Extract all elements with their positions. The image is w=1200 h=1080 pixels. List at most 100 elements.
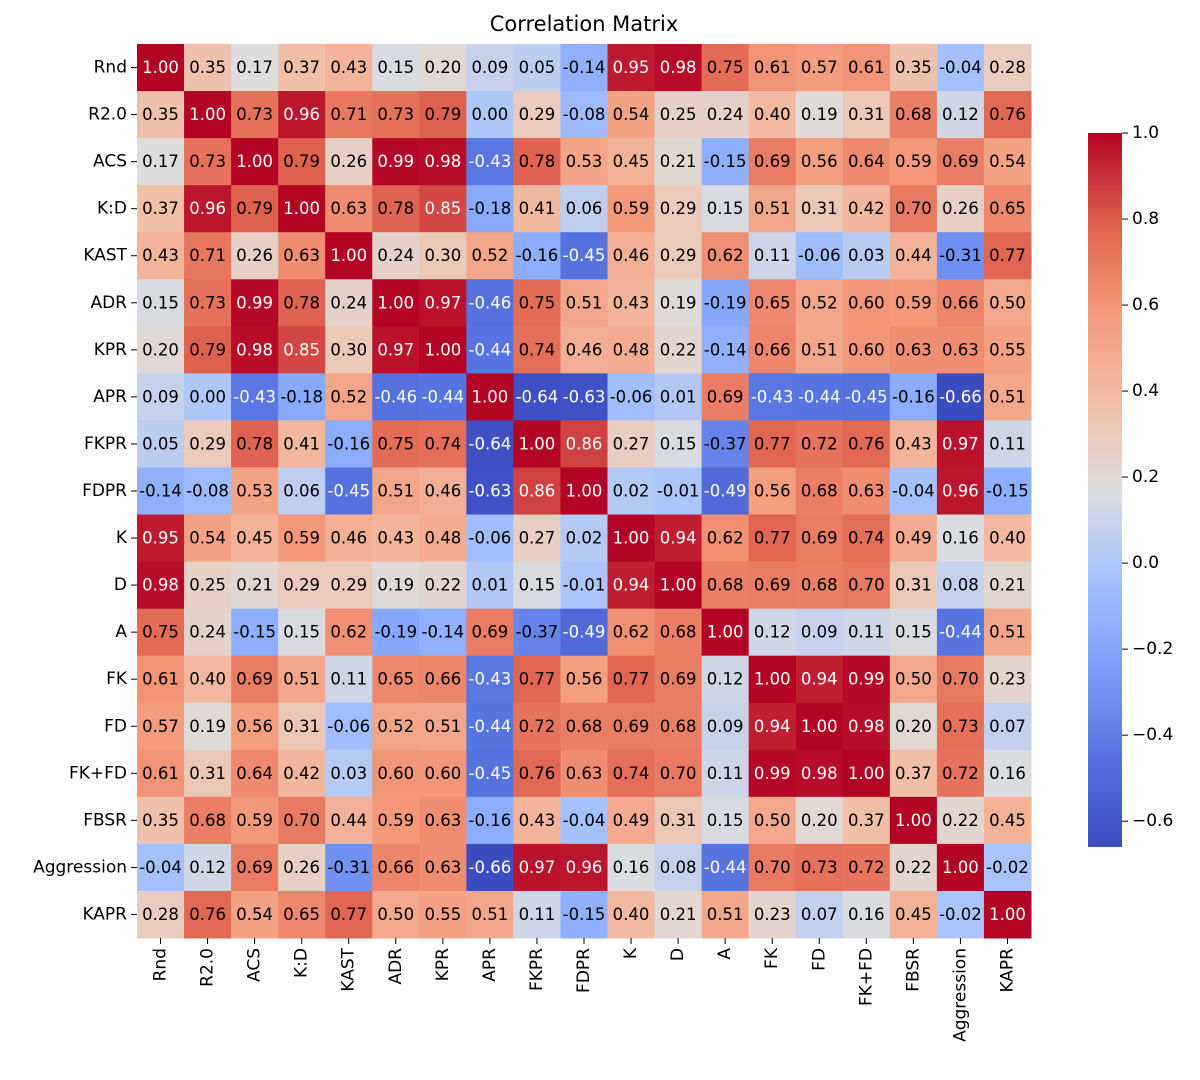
heatmap-cell — [654, 514, 703, 563]
cell-label: 0.73 — [236, 105, 273, 124]
cell-label: 0.35 — [142, 811, 179, 830]
cell-label: 0.20 — [424, 58, 461, 77]
heatmap-cell — [607, 467, 656, 516]
cell-label: 0.08 — [942, 576, 979, 595]
heatmap-cell — [842, 373, 891, 421]
heatmap-cell — [748, 373, 797, 421]
cell-label: 0.19 — [189, 717, 226, 736]
heatmap-cell — [748, 467, 797, 516]
heatmap-cell — [513, 326, 561, 374]
heatmap-cell — [701, 326, 750, 374]
heatmap-cell — [983, 279, 1032, 327]
cell-label: 0.50 — [989, 293, 1026, 312]
cell-label: 1.00 — [377, 293, 414, 312]
heatmap-cell — [231, 796, 279, 845]
heatmap-cell — [325, 326, 373, 374]
cell-label: -0.16 — [892, 387, 935, 406]
heatmap-cell — [795, 420, 844, 468]
heatmap-cell — [372, 326, 420, 374]
heatmap-cell — [795, 561, 844, 610]
cell-label: 0.69 — [472, 623, 509, 642]
cell-label: 0.02 — [613, 482, 650, 501]
cell-label: 0.73 — [189, 293, 226, 312]
cell-label: -0.63 — [469, 482, 512, 501]
cell-label: 0.65 — [989, 199, 1026, 218]
cell-label: 0.23 — [754, 905, 791, 924]
cell-label: 0.26 — [236, 246, 273, 265]
x-tick-label: FBSR — [903, 948, 923, 992]
heatmap-cell — [231, 232, 279, 280]
x-tick-label: Rnd — [151, 948, 171, 981]
colorbar — [1088, 133, 1122, 847]
heatmap-cell — [560, 514, 609, 563]
cell-label: 0.30 — [330, 340, 367, 359]
heatmap-cell — [278, 185, 326, 233]
cell-label: 0.53 — [236, 482, 273, 501]
heatmap-cell — [795, 279, 844, 327]
heatmap-cell — [466, 655, 514, 704]
cell-label: 1.00 — [236, 152, 273, 171]
heatmap-cell — [513, 232, 561, 280]
cell-label: -0.14 — [563, 58, 606, 77]
heatmap-cell — [889, 420, 938, 468]
heatmap-cell — [372, 608, 420, 657]
heatmap-cell — [560, 44, 609, 92]
heatmap-cell — [325, 373, 373, 421]
cell-label: 0.59 — [895, 152, 932, 171]
cell-label: 0.35 — [189, 58, 226, 77]
heatmap-cell — [372, 749, 420, 798]
cell-label: 0.12 — [707, 670, 744, 689]
heatmap-cell — [278, 796, 326, 845]
cell-label: 0.42 — [848, 199, 885, 218]
heatmap-cell — [748, 796, 797, 845]
heatmap-cell — [325, 44, 373, 92]
x-tick-label: D — [668, 948, 688, 961]
cell-label: 0.76 — [989, 105, 1026, 124]
cell-label: 0.44 — [895, 246, 932, 265]
heatmap-cell — [231, 467, 279, 516]
heatmap-cell — [701, 279, 750, 327]
cell-label: 0.73 — [377, 105, 414, 124]
heatmap-cell — [654, 326, 703, 374]
heatmap-cell — [231, 185, 279, 233]
cell-label: 0.31 — [801, 199, 838, 218]
heatmap-cell — [983, 185, 1032, 233]
heatmap-cell — [278, 514, 326, 563]
cell-label: 0.96 — [566, 858, 603, 877]
heatmap-cell — [842, 232, 891, 280]
y-tick-label: APR — [93, 387, 127, 407]
heatmap-cell — [654, 185, 703, 233]
heatmap-cell — [889, 138, 938, 186]
heatmap-cell — [372, 890, 420, 939]
cell-label: -0.04 — [939, 58, 982, 77]
heatmap-cell — [654, 44, 703, 92]
y-tick-label: FK — [106, 669, 128, 689]
heatmap-cell — [513, 843, 561, 892]
heatmap-cell — [936, 749, 985, 798]
heatmap-cell — [748, 843, 797, 892]
heatmap-cell — [701, 44, 750, 92]
cell-label: 0.51 — [989, 387, 1026, 406]
cell-label: 0.11 — [330, 670, 367, 689]
cell-label: 0.63 — [566, 764, 603, 783]
heatmap-cell — [983, 44, 1032, 92]
heatmap-cell — [419, 467, 467, 516]
heatmap-cell — [701, 702, 750, 751]
heatmap-cell — [184, 514, 232, 563]
cell-label: 0.61 — [142, 670, 179, 689]
cell-label: 0.78 — [236, 434, 273, 453]
heatmap-cell — [184, 890, 232, 939]
heatmap-cell — [466, 91, 514, 139]
heatmap-cell — [701, 561, 750, 610]
cell-label: 0.26 — [942, 199, 979, 218]
cell-label: 0.21 — [989, 576, 1026, 595]
cell-label: 0.07 — [801, 905, 838, 924]
heatmap-cell — [231, 44, 279, 92]
heatmap-cell — [513, 514, 561, 563]
heatmap-cell — [466, 796, 514, 845]
cell-label: 0.66 — [377, 858, 414, 877]
cell-label: 0.24 — [377, 246, 414, 265]
cell-label: 0.51 — [801, 340, 838, 359]
heatmap-cell — [983, 608, 1032, 657]
heatmap-cell — [137, 514, 185, 563]
